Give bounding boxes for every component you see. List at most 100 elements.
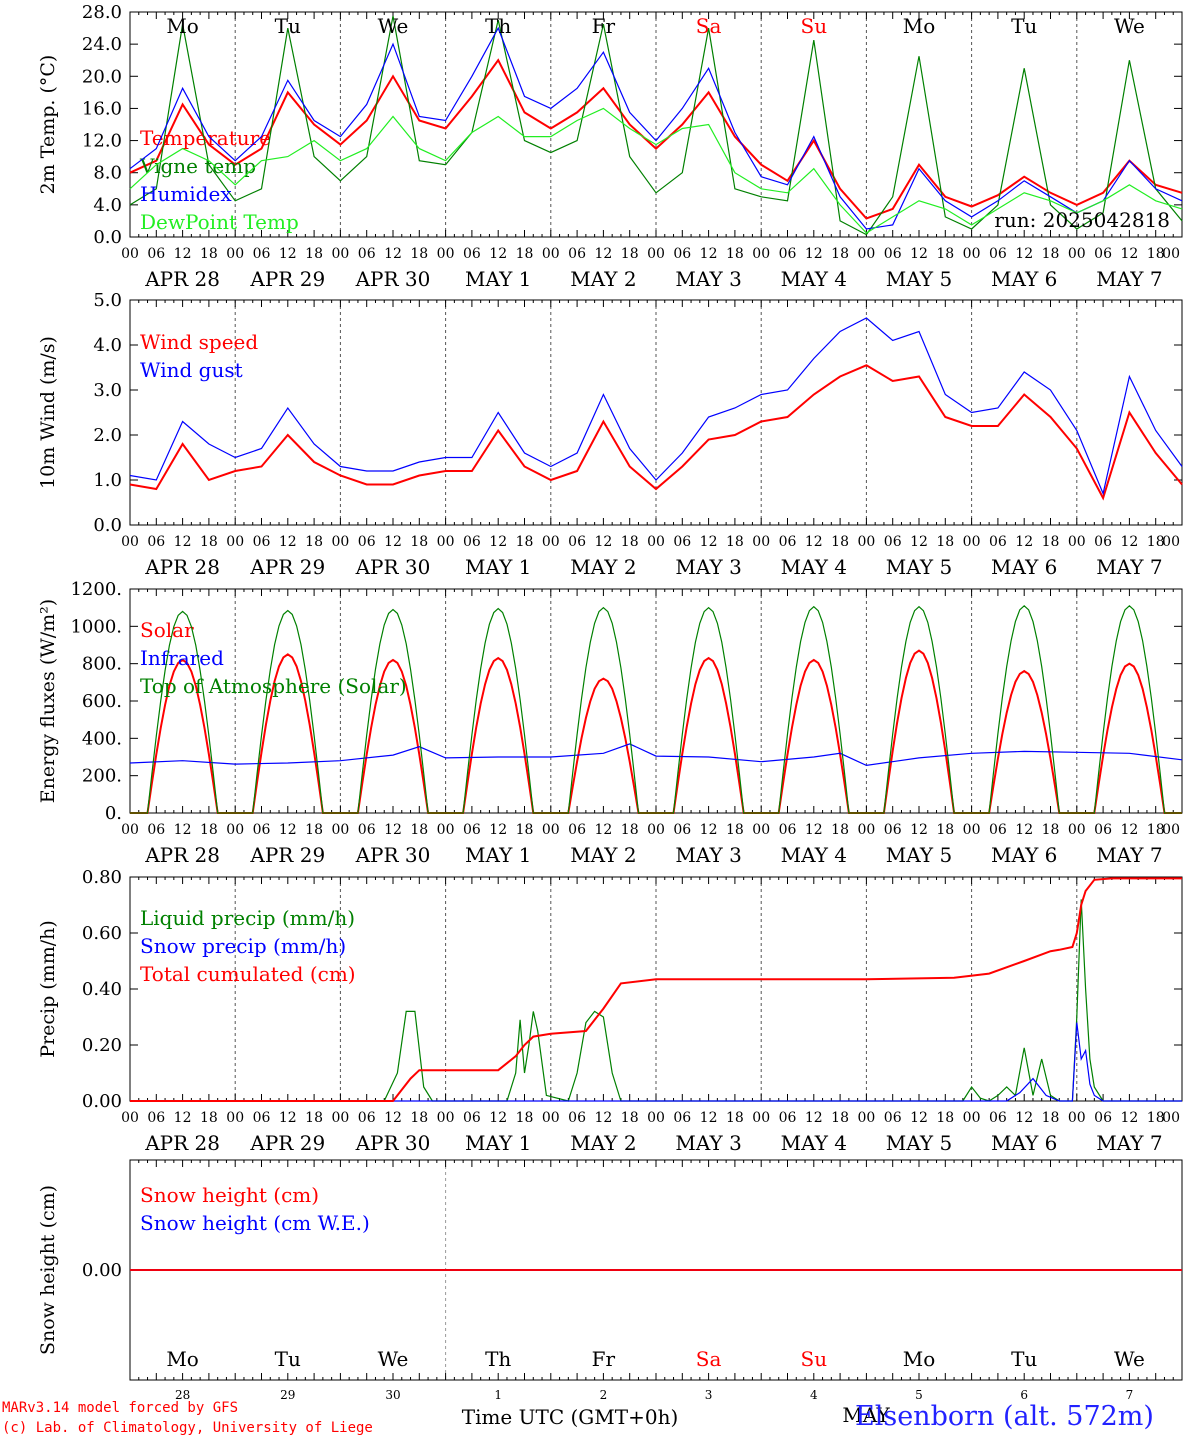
- hour-tick-label: 18: [1147, 246, 1165, 262]
- y-tick-label: 20.0: [82, 66, 122, 87]
- weekday-label: Tu: [1011, 14, 1037, 38]
- hour-tick-label: 12: [910, 246, 928, 262]
- hour-tick-label: 18: [831, 534, 849, 550]
- weekday-label: We: [1114, 14, 1145, 38]
- hour-tick-label: 06: [358, 246, 376, 262]
- hour-tick-label: 06: [358, 822, 376, 838]
- date-label: APR 28: [144, 555, 220, 579]
- y-tick-label: 1000.: [70, 616, 122, 637]
- hour-tick-label: 12: [594, 1110, 612, 1126]
- hour-tick-label: 06: [1094, 1110, 1112, 1126]
- hour-tick-label: 12: [805, 246, 823, 262]
- y-tick-label: 0.0: [93, 227, 122, 248]
- hour-tick-label: 00: [963, 1110, 981, 1126]
- hour-tick-label: 18: [621, 822, 639, 838]
- day-number-label: 2: [600, 1388, 608, 1402]
- date-label: APR 28: [144, 267, 220, 291]
- series-line-blue: [129, 317, 1183, 496]
- day-number-label: 4: [810, 1388, 818, 1402]
- hour-tick-label: 00: [437, 246, 455, 262]
- weekday-label: We: [1114, 1347, 1145, 1371]
- y-tick-label: 0.60: [82, 923, 122, 944]
- hour-tick-label: 18: [936, 534, 954, 550]
- weekday-label: Mo: [903, 1347, 936, 1371]
- hour-tick-label: 12: [700, 534, 718, 550]
- day-number-label: 29: [280, 1388, 295, 1402]
- hour-tick-label: 12: [1015, 534, 1033, 550]
- hour-tick-label: 18: [936, 246, 954, 262]
- hour-tick-label: 00: [542, 246, 560, 262]
- hour-tick-label: 06: [358, 534, 376, 550]
- date-label: MAY 7: [1096, 267, 1162, 291]
- hour-tick-label: 00: [857, 1110, 875, 1126]
- weekday-label: Fr: [592, 1347, 616, 1371]
- hour-tick-label: 18: [516, 822, 534, 838]
- y-tick-label: 0.: [105, 803, 122, 824]
- date-label: MAY 3: [675, 1131, 741, 1155]
- hour-tick-label: 12: [279, 534, 297, 550]
- hour-tick-label: 06: [568, 822, 586, 838]
- hour-tick-label: 18: [1042, 534, 1060, 550]
- hour-tick-label: 00: [647, 822, 665, 838]
- hour-tick-label: 12: [174, 822, 192, 838]
- hour-tick-label: 12: [489, 822, 507, 838]
- hour-tick-label: 12: [1015, 1110, 1033, 1126]
- hour-tick-label: 12: [910, 822, 928, 838]
- weekday-label: Sa: [696, 1347, 722, 1371]
- hour-tick-label: 00: [226, 1110, 244, 1126]
- weekday-label: Sa: [696, 14, 722, 38]
- hour-tick-label: 00: [542, 1110, 560, 1126]
- panel-frame-2: [129, 588, 1183, 814]
- hour-tick-label: 12: [1015, 246, 1033, 262]
- hour-tick-label: 00: [226, 822, 244, 838]
- date-label: MAY 5: [886, 267, 952, 291]
- hour-tick-label: 06: [1094, 822, 1112, 838]
- hour-tick-label: 00: [1068, 534, 1086, 550]
- y-axis-label: 2m Temp. (°C): [37, 55, 59, 195]
- date-label: MAY 3: [675, 267, 741, 291]
- hour-tick-label: 18: [200, 534, 218, 550]
- weekday-label: Tu: [1011, 1347, 1037, 1371]
- hour-tick-label: 12: [1120, 534, 1138, 550]
- hour-tick-label: 12: [1120, 1110, 1138, 1126]
- hour-tick-label: 00: [1068, 246, 1086, 262]
- hour-tick-label: 06: [884, 534, 902, 550]
- hour-tick-label: 00: [752, 246, 770, 262]
- hour-tick-label: 06: [1094, 534, 1112, 550]
- hour-tick-label: 18: [305, 246, 323, 262]
- day-number-label: 7: [1126, 1388, 1134, 1402]
- hour-tick-label: 06: [989, 534, 1007, 550]
- hour-tick-label: 06: [884, 1110, 902, 1126]
- hour-tick-label: 00: [121, 534, 139, 550]
- y-axis-label: Precip (mm/h): [37, 920, 59, 1058]
- weekday-label: Mo: [166, 1347, 199, 1371]
- hour-tick-label: 18: [621, 246, 639, 262]
- hour-tick-label: 06: [253, 534, 271, 550]
- date-label: APR 28: [144, 1131, 220, 1155]
- date-label: MAY 5: [886, 555, 952, 579]
- legend-entry: DewPoint Temp: [140, 210, 299, 234]
- hour-tick-label: 06: [779, 1110, 797, 1126]
- y-tick-label: 4.0: [93, 335, 122, 356]
- y-tick-label: 200.: [82, 766, 122, 787]
- date-label: APR 30: [355, 555, 431, 579]
- date-label: MAY 2: [570, 267, 636, 291]
- hour-tick-label: 06: [253, 822, 271, 838]
- hour-tick-label: 06: [673, 246, 691, 262]
- hour-tick-label: 00: [542, 534, 560, 550]
- hour-tick-label: 18: [410, 246, 428, 262]
- hour-tick-label: 18: [936, 1110, 954, 1126]
- legend-entry: Solar: [140, 618, 194, 642]
- y-tick-label: 1200.: [70, 579, 122, 600]
- series-line-blue: [130, 1022, 1182, 1102]
- model-credit: MARv3.14 model forced by GFS: [2, 1400, 239, 1416]
- hour-tick-label: 18: [305, 1110, 323, 1126]
- hour-tick-label: 06: [463, 246, 481, 262]
- legend-entry: Wind speed: [140, 330, 258, 354]
- month-label: MAY: [842, 1403, 890, 1427]
- day-number-label: 5: [915, 1388, 923, 1402]
- hour-tick-label: 00: [963, 246, 981, 262]
- date-label: MAY 1: [465, 555, 531, 579]
- day-number-label: 28: [175, 1388, 190, 1402]
- lab-credit: (c) Lab. of Climatology, University of L…: [2, 1420, 373, 1436]
